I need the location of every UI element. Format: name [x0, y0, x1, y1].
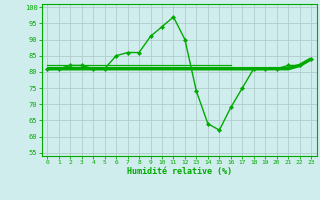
X-axis label: Humidité relative (%): Humidité relative (%) [127, 167, 232, 176]
